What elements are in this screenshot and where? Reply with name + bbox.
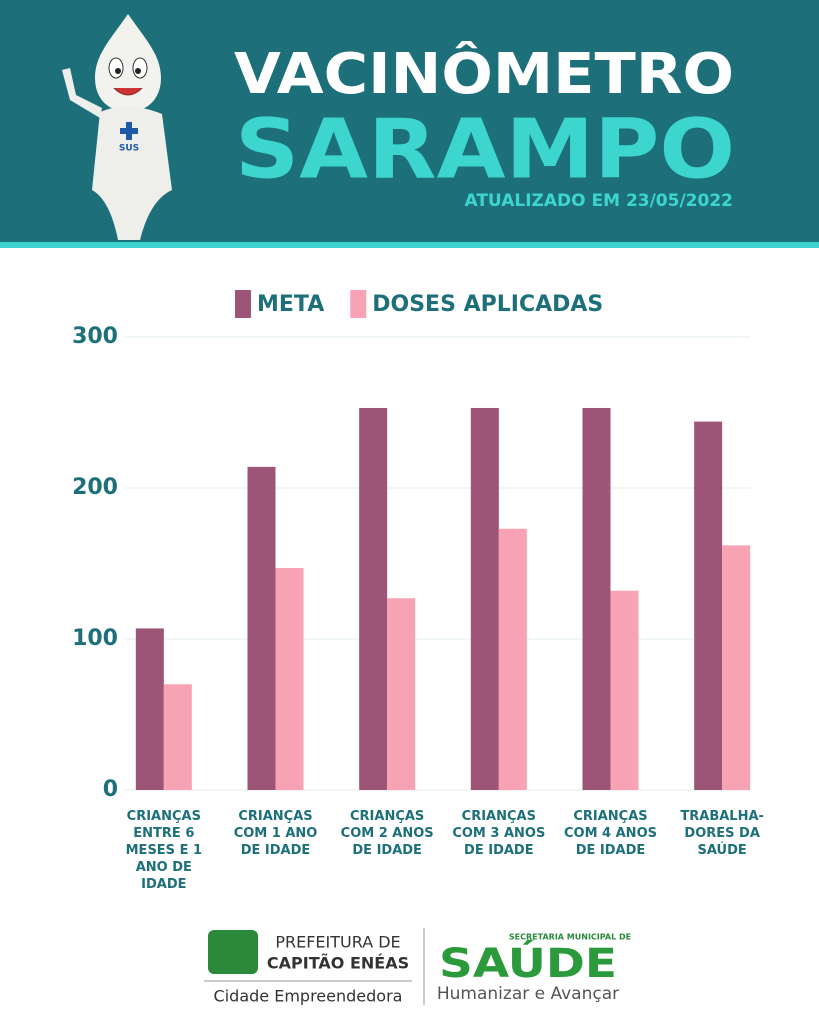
health-dept: SECRETARIA MUNICIPAL DE (509, 933, 631, 942)
city-crest (208, 930, 258, 974)
footer: PREFEITURA DE CAPITÃO ENÉAS Cidade Empre… (204, 928, 631, 1006)
chart-title: VACINÔMETRO (234, 42, 734, 107)
y-tick-label: 300 (72, 324, 118, 349)
bar (694, 421, 723, 790)
x-tick-label: CRIANÇAS COM 2 ANOS DE IDADE (340, 809, 434, 858)
update-date: ATUALIZADO EM 23/05/2022 (465, 191, 734, 211)
bar (582, 407, 611, 790)
x-tick-label: CRIANÇAS COM 3 ANOS DE IDADE (452, 809, 546, 858)
health-name: SAÚDE (439, 939, 617, 987)
bar (722, 545, 751, 790)
x-tick-label: TRABALHA-DORES DA SAÚDE (680, 809, 764, 858)
bar (275, 568, 304, 790)
bar (359, 407, 388, 790)
x-tick-label: CRIANÇAS COM 4 ANOS DE IDADE (564, 809, 657, 858)
city-name: PREFEITURA DE (275, 933, 400, 952)
legend-label: META (257, 292, 324, 317)
bar (498, 528, 527, 790)
x-tick-label: CRIANÇAS COM 1 ANO DE IDADE (233, 809, 318, 858)
bar (470, 407, 499, 790)
health-slogan: Humanizar e Avançar (437, 984, 619, 1004)
legend-label: DOSES APLICADAS (372, 292, 603, 317)
mascot: SUS (62, 14, 172, 240)
y-tick-label: 100 (72, 626, 118, 651)
legend-swatch (235, 290, 251, 318)
city-slogan: Cidade Empreendedora (214, 987, 403, 1006)
legend-swatch (350, 290, 367, 318)
svg-text:SUS: SUS (119, 144, 139, 154)
y-tick-label: 200 (72, 475, 118, 500)
header-stripe (0, 242, 819, 248)
y-tick-label: 0 (103, 777, 118, 802)
chart-subtitle: SARAMPO (235, 102, 735, 197)
bar (163, 684, 192, 790)
bar (247, 466, 276, 790)
x-tick-label: CRIANÇAS ENTRE 6 MESES E 1 ANO DE IDADE (125, 809, 203, 892)
city-name: CAPITÃO ENÉAS (267, 954, 409, 973)
bar (135, 628, 164, 790)
bar (387, 598, 416, 790)
bar (610, 590, 639, 790)
